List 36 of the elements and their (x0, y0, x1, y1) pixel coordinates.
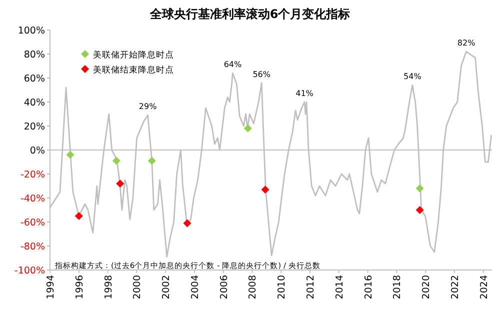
y-tick-label: 20% (24, 122, 45, 132)
y-tick-label: -20% (20, 170, 45, 180)
x-tick-label: 2006 (218, 275, 230, 300)
y-tick-label: 0% (30, 146, 45, 156)
y-tick-label: 80% (24, 50, 45, 60)
x-tick-label: 2014 (334, 275, 346, 300)
x-tick-label: 2008 (248, 275, 259, 300)
x-tick-label: 1994 (46, 275, 56, 300)
x-tick-label: 1998 (103, 275, 114, 300)
x-tick-label: 2010 (276, 275, 288, 300)
annotation: 29% (138, 102, 158, 112)
chart-title: 全球央行基准利率滚动6个月变化指标 (148, 7, 350, 21)
x-tick-label: 2016 (363, 275, 374, 300)
y-tick-label: 40% (24, 98, 45, 108)
x-tick-label: 2020 (421, 275, 432, 300)
annotation: 41% (296, 89, 314, 98)
y-tick-label: -100% (14, 266, 45, 276)
annotation: 82% (457, 38, 476, 48)
y-tick-label: 100% (18, 26, 45, 36)
y-tick-label: -40% (20, 194, 45, 204)
x-tick-label: 1996 (74, 275, 86, 300)
annotation: 56% (252, 70, 271, 79)
y-tick-label: -60% (20, 218, 45, 228)
x-tick-label: 2024 (478, 275, 490, 300)
legend-label: 美联储开始降息时点 (93, 50, 174, 60)
x-tick-label: 2000 (132, 275, 144, 300)
x-tick-label: 2018 (392, 275, 404, 300)
annotation: 54% (404, 72, 422, 82)
legend-label: 美联储结束降息时点 (93, 64, 174, 76)
x-tick-label: 2004 (190, 275, 201, 300)
x-tick-label: 2002 (161, 275, 172, 300)
x-tick-label: 2012 (306, 275, 316, 300)
y-tick-label: 60% (24, 74, 45, 84)
y-tick-label: -80% (20, 242, 45, 252)
annotation: 64% (224, 60, 242, 70)
x-tick-label: 2022 (450, 275, 461, 300)
